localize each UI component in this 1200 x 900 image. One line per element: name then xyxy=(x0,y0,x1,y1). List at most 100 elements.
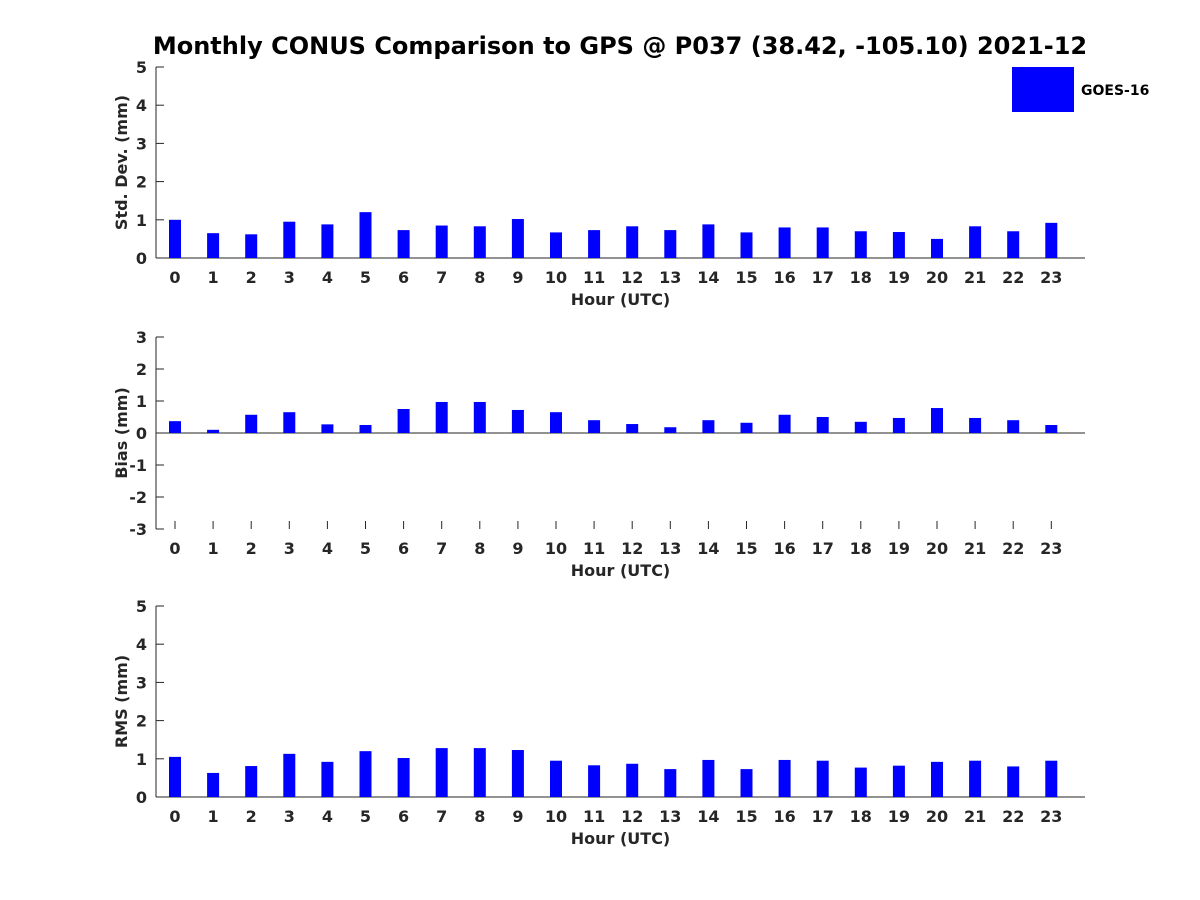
bar-bias-21 xyxy=(969,417,982,433)
bar-std-19 xyxy=(892,232,905,258)
x-tick-label: 7 xyxy=(436,539,447,558)
x-tick-label: 9 xyxy=(512,539,523,558)
bar-rms-18 xyxy=(854,767,867,797)
y-axis-label: Bias (mm) xyxy=(112,387,131,479)
x-tick-label: 6 xyxy=(398,807,409,826)
x-tick-label: 3 xyxy=(284,539,295,558)
bar-rms-19 xyxy=(892,765,905,797)
bar-bias-10 xyxy=(550,412,562,433)
bar-rms-0 xyxy=(169,756,181,797)
bar-rms-6 xyxy=(397,758,410,797)
bar-rms-8 xyxy=(473,748,486,797)
bar-bias-3 xyxy=(283,412,296,433)
legend: GOES-16 xyxy=(1012,67,1149,112)
bar-rms-10 xyxy=(550,760,562,797)
x-tick-label: 17 xyxy=(812,807,834,826)
bar-bias-8 xyxy=(473,401,486,433)
x-tick-label: 14 xyxy=(697,539,719,558)
bar-std-23 xyxy=(1045,222,1058,258)
legend-label: GOES-16 xyxy=(1081,83,1149,99)
y-tick-label: 2 xyxy=(136,712,147,731)
x-tick-label: 14 xyxy=(697,807,719,826)
x-tick-label: 4 xyxy=(322,539,333,558)
x-tick-label: 20 xyxy=(926,268,948,287)
x-tick-label: 6 xyxy=(398,539,409,558)
bar-std-12 xyxy=(626,226,639,258)
x-axis-label: Hour (UTC) xyxy=(571,829,671,848)
x-tick-label: 10 xyxy=(545,539,567,558)
bar-bias-22 xyxy=(1007,420,1020,433)
bar-bias-1 xyxy=(207,429,220,433)
bar-bias-14 xyxy=(702,420,715,433)
legend-swatch xyxy=(1012,67,1074,112)
x-axis-label: Hour (UTC) xyxy=(571,290,671,309)
bar-std-9 xyxy=(511,219,524,258)
bar-rms-3 xyxy=(283,753,296,797)
x-tick-label: 18 xyxy=(850,539,872,558)
x-tick-label: 22 xyxy=(1002,268,1024,287)
y-tick-label: 3 xyxy=(136,673,147,692)
x-tick-label: 19 xyxy=(888,268,910,287)
y-tick-label: 2 xyxy=(136,173,147,192)
x-tick-label: 11 xyxy=(583,539,605,558)
x-tick-label: 20 xyxy=(926,539,948,558)
bar-std-2 xyxy=(245,234,258,258)
bar-rms-22 xyxy=(1007,766,1020,797)
bar-bias-16 xyxy=(778,414,791,433)
y-tick-label: 3 xyxy=(136,328,147,347)
bar-std-11 xyxy=(588,230,601,258)
bar-bias-5 xyxy=(359,425,372,433)
y-axis-label: RMS (mm) xyxy=(112,655,131,748)
x-tick-label: 1 xyxy=(208,268,219,287)
bar-rms-23 xyxy=(1045,760,1058,797)
bar-std-8 xyxy=(473,226,486,258)
bar-std-21 xyxy=(969,226,982,258)
bar-rms-12 xyxy=(626,763,639,797)
x-tick-label: 13 xyxy=(659,807,681,826)
x-tick-label: 15 xyxy=(735,539,757,558)
x-tick-label: 17 xyxy=(812,539,834,558)
bar-bias-12 xyxy=(626,424,639,433)
bar-bias-19 xyxy=(892,417,905,433)
y-tick-label: 2 xyxy=(136,360,147,379)
x-tick-label: 21 xyxy=(964,268,986,287)
y-tick-label: 4 xyxy=(136,96,147,115)
x-tick-label: 6 xyxy=(398,268,409,287)
bar-rms-17 xyxy=(816,760,829,797)
x-tick-label: 16 xyxy=(773,268,795,287)
bar-rms-15 xyxy=(740,769,753,797)
y-tick-label: 0 xyxy=(136,788,147,807)
x-tick-label: 19 xyxy=(888,539,910,558)
x-tick-label: 23 xyxy=(1040,539,1062,558)
x-tick-label: 17 xyxy=(812,268,834,287)
bar-bias-4 xyxy=(321,424,334,433)
x-tick-label: 11 xyxy=(583,807,605,826)
x-tick-label: 2 xyxy=(246,539,257,558)
y-tick-label: -1 xyxy=(129,456,147,475)
bar-rms-11 xyxy=(588,765,601,797)
bar-rms-5 xyxy=(359,751,372,797)
x-tick-label: 5 xyxy=(360,807,371,826)
x-tick-label: 15 xyxy=(735,807,757,826)
bar-rms-1 xyxy=(207,772,220,797)
y-tick-label: 0 xyxy=(136,424,147,443)
x-tick-label: 12 xyxy=(621,268,643,287)
y-tick-label: -3 xyxy=(129,520,147,539)
y-tick-label: 5 xyxy=(136,58,147,77)
x-tick-label: 8 xyxy=(474,268,485,287)
x-tick-label: 3 xyxy=(284,807,295,826)
x-tick-label: 16 xyxy=(773,807,795,826)
bar-bias-11 xyxy=(588,420,601,433)
x-tick-label: 23 xyxy=(1040,268,1062,287)
x-tick-label: 10 xyxy=(545,807,567,826)
x-tick-label: 13 xyxy=(659,539,681,558)
y-tick-label: 1 xyxy=(136,750,147,769)
y-tick-label: 5 xyxy=(136,597,147,616)
bar-rms-7 xyxy=(435,748,448,797)
x-tick-label: 1 xyxy=(208,539,219,558)
bar-std-0 xyxy=(169,219,181,258)
x-tick-label: 13 xyxy=(659,268,681,287)
bar-bias-23 xyxy=(1045,425,1058,433)
